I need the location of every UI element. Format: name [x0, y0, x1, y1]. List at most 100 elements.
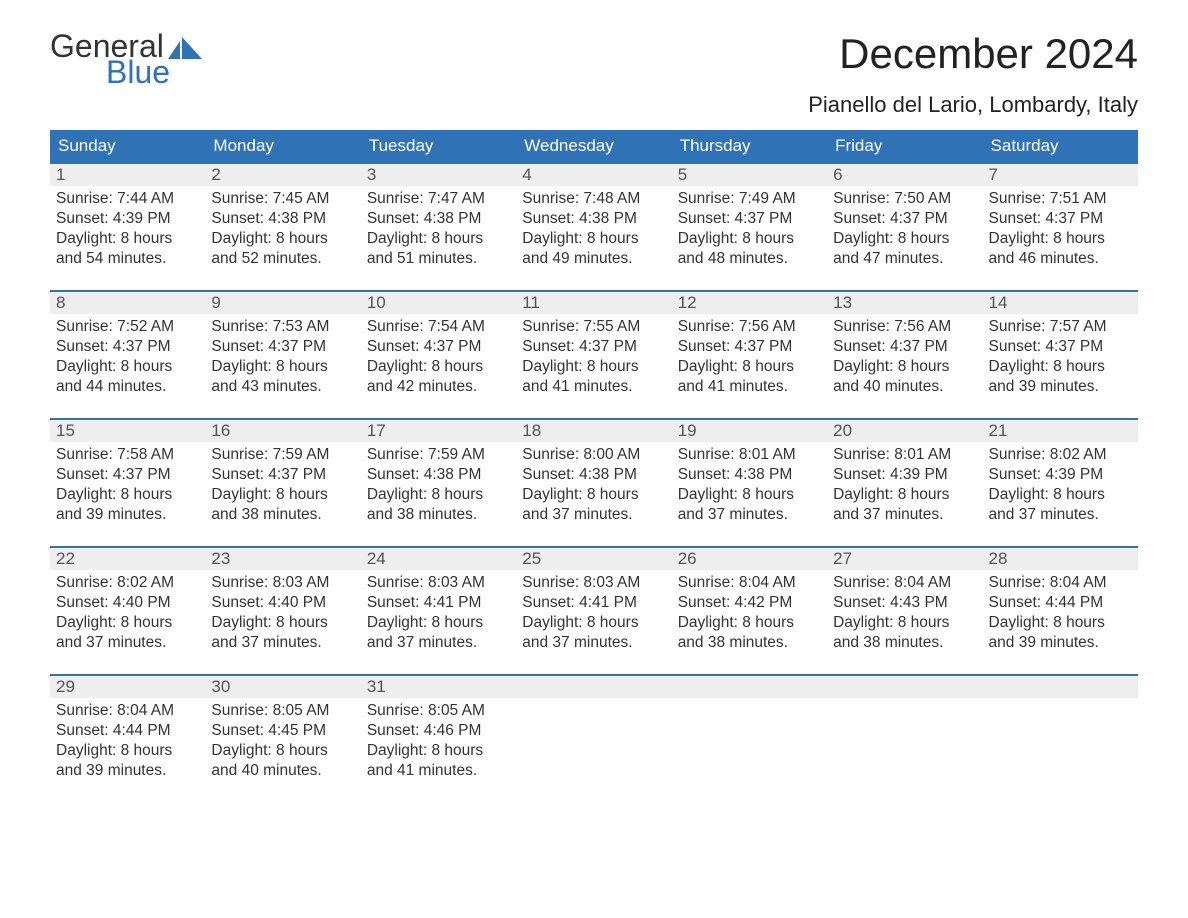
day-number: 6	[827, 164, 982, 186]
calendar-day-cell	[516, 675, 671, 803]
daylight-line-1: Daylight: 8 hours	[367, 357, 510, 377]
sunrise-line: Sunrise: 8:05 AM	[367, 701, 510, 721]
day-body: Sunrise: 7:49 AMSunset: 4:37 PMDaylight:…	[672, 186, 827, 270]
sunset-line: Sunset: 4:38 PM	[522, 465, 665, 485]
page-title: December 2024	[839, 30, 1138, 78]
day-number: 9	[205, 292, 360, 314]
day-number: 21	[983, 420, 1138, 442]
daylight-line-1: Daylight: 8 hours	[367, 229, 510, 249]
daylight-line-1: Daylight: 8 hours	[211, 357, 354, 377]
sunrise-line: Sunrise: 7:59 AM	[211, 445, 354, 465]
calendar-day-cell: 15Sunrise: 7:58 AMSunset: 4:37 PMDayligh…	[50, 419, 205, 547]
day-number: 14	[983, 292, 1138, 314]
day-number: 18	[516, 420, 671, 442]
day-number: 13	[827, 292, 982, 314]
sunrise-line: Sunrise: 7:55 AM	[522, 317, 665, 337]
daylight-line-1: Daylight: 8 hours	[989, 613, 1132, 633]
day-body: Sunrise: 7:53 AMSunset: 4:37 PMDaylight:…	[205, 314, 360, 398]
daylight-line-2: and 38 minutes.	[833, 633, 976, 653]
sunrise-line: Sunrise: 7:48 AM	[522, 189, 665, 209]
daylight-line-1: Daylight: 8 hours	[56, 357, 199, 377]
daylight-line-1: Daylight: 8 hours	[367, 613, 510, 633]
sunset-line: Sunset: 4:39 PM	[989, 465, 1132, 485]
calendar-day-cell: 18Sunrise: 8:00 AMSunset: 4:38 PMDayligh…	[516, 419, 671, 547]
sunset-line: Sunset: 4:37 PM	[522, 337, 665, 357]
weekday-header: Tuesday	[361, 130, 516, 163]
calendar-day-cell: 7Sunrise: 7:51 AMSunset: 4:37 PMDaylight…	[983, 163, 1138, 291]
calendar-day-cell: 1Sunrise: 7:44 AMSunset: 4:39 PMDaylight…	[50, 163, 205, 291]
daylight-line-2: and 37 minutes.	[367, 633, 510, 653]
daylight-line-1: Daylight: 8 hours	[367, 741, 510, 761]
daylight-line-2: and 39 minutes.	[989, 633, 1132, 653]
sunrise-line: Sunrise: 7:57 AM	[989, 317, 1132, 337]
day-body: Sunrise: 7:51 AMSunset: 4:37 PMDaylight:…	[983, 186, 1138, 270]
calendar-day-cell: 27Sunrise: 8:04 AMSunset: 4:43 PMDayligh…	[827, 547, 982, 675]
calendar-day-cell	[672, 675, 827, 803]
sunset-line: Sunset: 4:46 PM	[367, 721, 510, 741]
daylight-line-1: Daylight: 8 hours	[989, 485, 1132, 505]
sunset-line: Sunset: 4:37 PM	[56, 337, 199, 357]
calendar-day-cell	[827, 675, 982, 803]
sunset-line: Sunset: 4:37 PM	[678, 337, 821, 357]
daylight-line-2: and 38 minutes.	[211, 505, 354, 525]
day-number: 12	[672, 292, 827, 314]
daylight-line-2: and 37 minutes.	[989, 505, 1132, 525]
day-number-empty	[672, 676, 827, 698]
sunset-line: Sunset: 4:37 PM	[833, 209, 976, 229]
daylight-line-2: and 49 minutes.	[522, 249, 665, 269]
daylight-line-1: Daylight: 8 hours	[833, 485, 976, 505]
calendar-day-cell: 6Sunrise: 7:50 AMSunset: 4:37 PMDaylight…	[827, 163, 982, 291]
sunrise-line: Sunrise: 8:03 AM	[367, 573, 510, 593]
weekday-header: Thursday	[672, 130, 827, 163]
logo-text-blue: Blue	[106, 56, 202, 88]
calendar-day-cell: 31Sunrise: 8:05 AMSunset: 4:46 PMDayligh…	[361, 675, 516, 803]
day-body: Sunrise: 7:52 AMSunset: 4:37 PMDaylight:…	[50, 314, 205, 398]
daylight-line-2: and 41 minutes.	[522, 377, 665, 397]
daylight-line-1: Daylight: 8 hours	[211, 485, 354, 505]
sunrise-line: Sunrise: 8:04 AM	[833, 573, 976, 593]
day-body: Sunrise: 7:57 AMSunset: 4:37 PMDaylight:…	[983, 314, 1138, 398]
sunset-line: Sunset: 4:38 PM	[367, 465, 510, 485]
day-number: 5	[672, 164, 827, 186]
calendar-day-cell: 21Sunrise: 8:02 AMSunset: 4:39 PMDayligh…	[983, 419, 1138, 547]
calendar-week-row: 1Sunrise: 7:44 AMSunset: 4:39 PMDaylight…	[50, 163, 1138, 291]
day-body: Sunrise: 8:04 AMSunset: 4:44 PMDaylight:…	[50, 698, 205, 782]
calendar-week-row: 29Sunrise: 8:04 AMSunset: 4:44 PMDayligh…	[50, 675, 1138, 803]
day-body: Sunrise: 8:00 AMSunset: 4:38 PMDaylight:…	[516, 442, 671, 526]
calendar-day-cell: 22Sunrise: 8:02 AMSunset: 4:40 PMDayligh…	[50, 547, 205, 675]
calendar-day-cell	[983, 675, 1138, 803]
sunrise-line: Sunrise: 7:49 AM	[678, 189, 821, 209]
daylight-line-2: and 51 minutes.	[367, 249, 510, 269]
calendar-day-cell: 3Sunrise: 7:47 AMSunset: 4:38 PMDaylight…	[361, 163, 516, 291]
daylight-line-1: Daylight: 8 hours	[678, 357, 821, 377]
day-body: Sunrise: 7:54 AMSunset: 4:37 PMDaylight:…	[361, 314, 516, 398]
daylight-line-1: Daylight: 8 hours	[989, 229, 1132, 249]
sunrise-line: Sunrise: 7:56 AM	[833, 317, 976, 337]
sunset-line: Sunset: 4:37 PM	[989, 337, 1132, 357]
daylight-line-1: Daylight: 8 hours	[56, 613, 199, 633]
sunset-line: Sunset: 4:38 PM	[367, 209, 510, 229]
day-body: Sunrise: 7:50 AMSunset: 4:37 PMDaylight:…	[827, 186, 982, 270]
calendar-day-cell: 20Sunrise: 8:01 AMSunset: 4:39 PMDayligh…	[827, 419, 982, 547]
day-number: 10	[361, 292, 516, 314]
daylight-line-1: Daylight: 8 hours	[211, 741, 354, 761]
daylight-line-1: Daylight: 8 hours	[211, 229, 354, 249]
calendar-day-cell: 29Sunrise: 8:04 AMSunset: 4:44 PMDayligh…	[50, 675, 205, 803]
day-body: Sunrise: 7:45 AMSunset: 4:38 PMDaylight:…	[205, 186, 360, 270]
sunset-line: Sunset: 4:38 PM	[678, 465, 821, 485]
sunrise-line: Sunrise: 7:52 AM	[56, 317, 199, 337]
day-number: 15	[50, 420, 205, 442]
daylight-line-1: Daylight: 8 hours	[522, 357, 665, 377]
day-body: Sunrise: 8:02 AMSunset: 4:40 PMDaylight:…	[50, 570, 205, 654]
daylight-line-1: Daylight: 8 hours	[678, 229, 821, 249]
daylight-line-1: Daylight: 8 hours	[833, 357, 976, 377]
day-body: Sunrise: 8:04 AMSunset: 4:43 PMDaylight:…	[827, 570, 982, 654]
daylight-line-1: Daylight: 8 hours	[522, 613, 665, 633]
calendar-day-cell: 26Sunrise: 8:04 AMSunset: 4:42 PMDayligh…	[672, 547, 827, 675]
sunset-line: Sunset: 4:44 PM	[989, 593, 1132, 613]
day-body: Sunrise: 8:05 AMSunset: 4:45 PMDaylight:…	[205, 698, 360, 782]
daylight-line-2: and 39 minutes.	[56, 505, 199, 525]
calendar-day-cell: 28Sunrise: 8:04 AMSunset: 4:44 PMDayligh…	[983, 547, 1138, 675]
calendar-week-row: 22Sunrise: 8:02 AMSunset: 4:40 PMDayligh…	[50, 547, 1138, 675]
sunset-line: Sunset: 4:40 PM	[56, 593, 199, 613]
